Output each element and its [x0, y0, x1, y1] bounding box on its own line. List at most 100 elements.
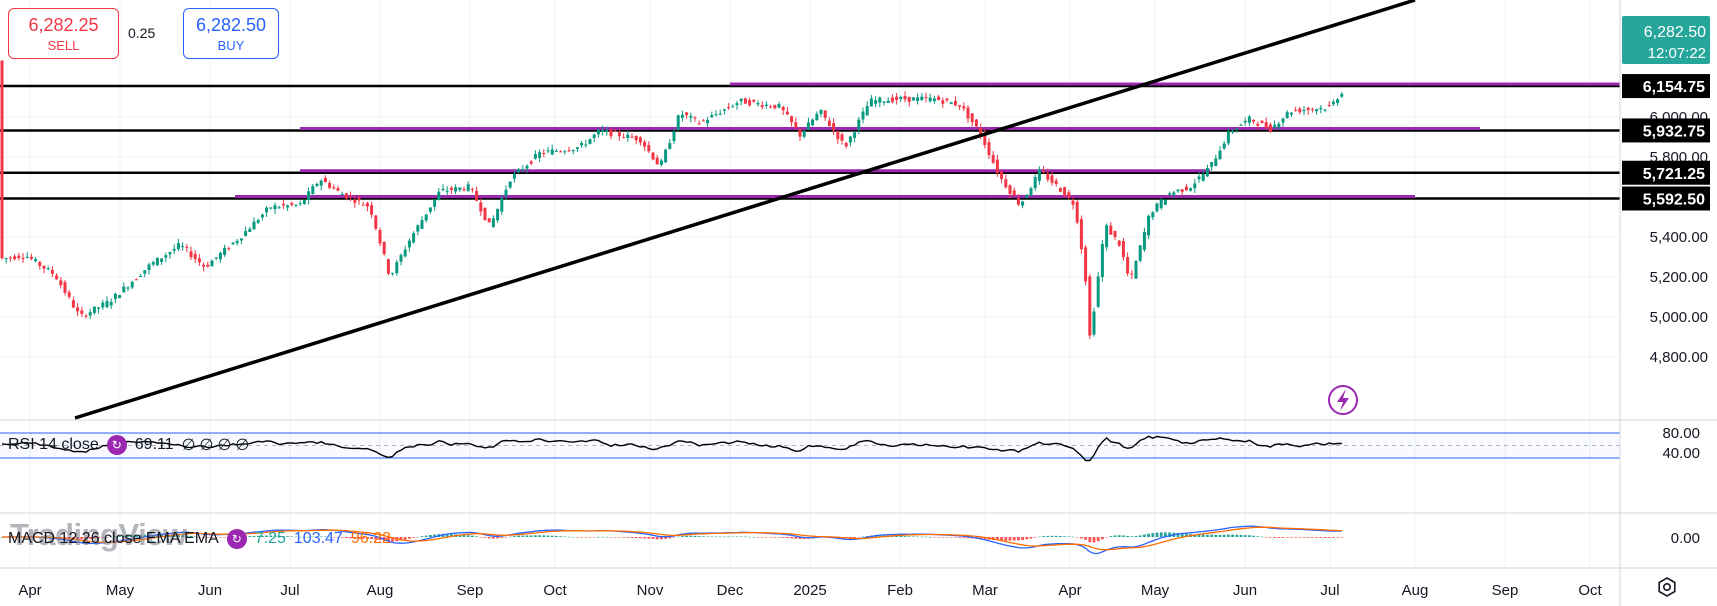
- candle-body: [126, 287, 130, 289]
- macd-histogram-bar: [924, 536, 928, 538]
- rsi-label: RSI 14 close: [8, 436, 99, 453]
- time-label: Apr: [1058, 582, 1081, 599]
- refresh-icon[interactable]: ↻: [226, 529, 247, 549]
- macd-histogram-bar: [290, 536, 294, 537]
- macd-histogram-bar: [786, 537, 789, 538]
- time-label: Aug: [367, 582, 394, 599]
- candle-body: [42, 265, 46, 269]
- candle-body: [1126, 256, 1130, 274]
- buy-label: BUY: [217, 38, 245, 53]
- candle-body: [214, 257, 218, 259]
- candle-body: [941, 100, 945, 104]
- candle-body: [643, 141, 647, 147]
- candle-body: [8, 257, 12, 259]
- candle-body: [1193, 183, 1197, 189]
- candle-body: [357, 197, 361, 201]
- macd-histogram-bar: [408, 537, 411, 539]
- macd-histogram-bar: [143, 534, 147, 537]
- macd-hist: 7.25: [254, 530, 286, 547]
- candle-body: [1306, 107, 1310, 110]
- macd-histogram-bar: [685, 535, 688, 537]
- time-label: May: [106, 582, 135, 599]
- candle-body: [197, 258, 201, 263]
- spread-value: 0.25: [128, 25, 156, 41]
- candle-body: [760, 105, 764, 108]
- macd-histogram-bar: [1260, 536, 1264, 538]
- candle-body: [895, 96, 899, 101]
- candle-body: [521, 169, 525, 171]
- macd-histogram-bar: [1332, 537, 1335, 538]
- candle-body: [290, 203, 294, 205]
- rsi-legend[interactable]: RSI 14 close ↻ 69.11 ∅ ∅ ∅ ∅: [8, 435, 249, 455]
- macd-histogram-bar: [1033, 537, 1037, 538]
- macd-histogram-bar: [1231, 534, 1234, 537]
- macd-histogram-bar: [916, 536, 919, 538]
- macd-histogram-bar: [286, 536, 289, 537]
- time-label: Apr: [18, 582, 41, 599]
- gear-icon[interactable]: [1656, 576, 1678, 598]
- macd-histogram-bar: [542, 535, 546, 537]
- candle-body: [1201, 173, 1205, 181]
- candle-body: [945, 98, 949, 101]
- refresh-icon[interactable]: ↻: [106, 435, 127, 455]
- candle-body: [1281, 118, 1285, 123]
- buy-button[interactable]: 6,282.50 BUY: [183, 8, 279, 59]
- candle-body: [512, 173, 516, 179]
- candle-body: [865, 106, 869, 116]
- sell-price: 6,282.25: [28, 15, 99, 35]
- macd-histogram-bar: [122, 535, 126, 537]
- lightning-icon[interactable]: [1328, 385, 1358, 415]
- candle-body: [1163, 199, 1167, 205]
- candle-body: [722, 109, 726, 111]
- macd-histogram-bar: [681, 536, 684, 537]
- macd-histogram-bar: [529, 535, 533, 537]
- macd-histogram-bar: [1004, 537, 1008, 541]
- macd-legend[interactable]: MACD 12 26 close EMA EMA ↻ 7.25 103.47 9…: [8, 529, 391, 549]
- candle-body: [697, 123, 701, 125]
- trendline: [74, 0, 1416, 420]
- macd-histogram-bar: [1042, 536, 1045, 537]
- macd-histogram-bar: [349, 537, 352, 539]
- countdown-timer: 12:07:22: [1648, 45, 1706, 62]
- candle-body: [920, 96, 924, 100]
- candle-body: [1008, 185, 1012, 194]
- candle-body: [319, 180, 323, 186]
- current-price: 6,282.50: [1644, 24, 1706, 41]
- candle-body: [617, 132, 621, 137]
- macd-histogram-bar: [256, 535, 260, 537]
- macd-histogram-bar: [193, 536, 197, 538]
- level-tag-bg: [1622, 186, 1710, 211]
- candle-body: [1134, 261, 1138, 279]
- candle-body: [890, 97, 894, 103]
- candle-body: [269, 207, 273, 209]
- candle-body: [1100, 243, 1104, 277]
- macd-histogram-bar: [479, 537, 483, 538]
- candle-body: [420, 220, 424, 229]
- candle-body: [1113, 230, 1117, 237]
- macd-histogram-bar: [744, 536, 747, 538]
- sell-button[interactable]: 6,282.25 SELL: [8, 8, 119, 59]
- macd-histogram-bar: [508, 536, 512, 538]
- macd-histogram-bar: [849, 537, 852, 539]
- macd-histogram-bar: [958, 537, 961, 538]
- candle-body: [71, 300, 75, 308]
- candle-body: [1096, 276, 1100, 307]
- level-tag: 5,721.25: [1643, 166, 1705, 183]
- candle-body: [710, 115, 714, 118]
- current-price-bg: [1622, 16, 1710, 64]
- macd-histogram-bar: [160, 534, 163, 537]
- candle-body: [92, 306, 96, 313]
- macd-histogram-bar: [1180, 533, 1184, 537]
- candle-body: [525, 165, 529, 169]
- macd-histogram-bar: [97, 537, 100, 539]
- candle-body: [386, 259, 390, 274]
- rsi-pane: [0, 432, 1620, 462]
- macd-histogram-bar: [769, 537, 772, 538]
- candle-body: [168, 252, 172, 255]
- candle-body: [1046, 173, 1050, 180]
- macd-histogram-bar: [1277, 537, 1281, 538]
- macd-histogram-bar: [559, 536, 562, 537]
- candle-body: [1147, 215, 1151, 236]
